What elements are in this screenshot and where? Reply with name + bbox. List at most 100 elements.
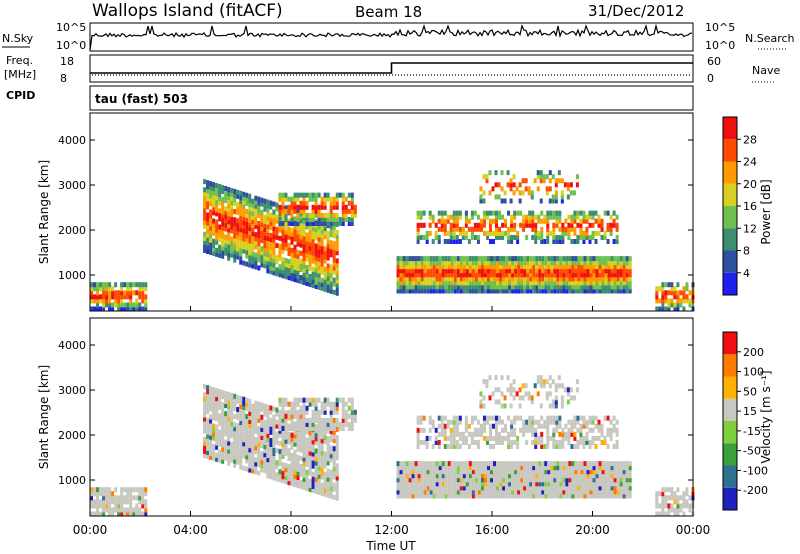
velocity-cell — [532, 461, 536, 467]
power-cell — [323, 204, 327, 210]
velocity-cell — [555, 427, 559, 433]
power-cell — [612, 239, 616, 244]
power-cell — [353, 208, 357, 214]
velocity-cell — [326, 421, 330, 427]
velocity-cell — [272, 471, 276, 477]
velocity-cell — [464, 427, 468, 433]
velocity-cell — [589, 465, 593, 471]
velocity-cell — [517, 489, 521, 495]
power-cell — [218, 216, 222, 222]
velocity-cell — [335, 426, 339, 432]
velocity-cell — [269, 421, 273, 427]
power-cell — [278, 208, 282, 214]
velocity-cell — [323, 463, 327, 469]
velocity-cell — [556, 465, 560, 471]
power-cell — [272, 270, 276, 276]
velocity-cell — [426, 489, 430, 495]
velocity-cell — [486, 473, 490, 479]
power-cell — [477, 276, 481, 282]
velocity-cell — [260, 418, 264, 424]
velocity-cell — [284, 442, 288, 448]
velocity-cell — [556, 461, 560, 467]
power-cell — [233, 188, 237, 194]
velocity-cell — [625, 493, 629, 499]
power-cell — [144, 298, 148, 304]
velocity-cell — [408, 469, 412, 475]
power-cell — [468, 256, 472, 262]
power-cell — [317, 204, 321, 210]
velocity-cell — [610, 489, 614, 495]
power-cell — [302, 212, 306, 218]
power-cell — [233, 257, 237, 263]
power-cell — [347, 200, 351, 206]
power-cell — [221, 225, 225, 231]
velocity-cell — [432, 485, 436, 491]
velocity-cell — [580, 465, 584, 471]
power-cell — [269, 249, 273, 255]
velocity-cell — [209, 426, 213, 432]
velocity-cell — [275, 423, 279, 429]
power-cell — [320, 229, 324, 235]
power-cell — [557, 178, 561, 184]
power-cell — [272, 201, 276, 207]
power-cell — [221, 245, 225, 251]
power-cell — [419, 234, 423, 240]
power-cell — [429, 264, 433, 270]
power-cell — [459, 288, 463, 294]
power-cell — [239, 243, 243, 249]
power-cell — [353, 212, 357, 218]
power-cell — [616, 268, 620, 274]
power-cell — [544, 280, 548, 286]
velocity-cell — [566, 399, 570, 405]
power-cell — [411, 284, 415, 290]
velocity-cell — [531, 419, 535, 425]
velocity-cell — [257, 434, 261, 440]
velocity-cell — [308, 442, 312, 448]
velocity-cell — [541, 473, 545, 479]
velocity-cell — [453, 481, 457, 487]
power-cell — [260, 234, 264, 240]
velocity-cell — [508, 481, 512, 487]
power-cell — [447, 268, 451, 274]
power-cell — [317, 192, 321, 198]
power-cell — [254, 244, 258, 250]
power-cell — [266, 223, 270, 229]
velocity-cell — [504, 427, 508, 433]
velocity-cell — [335, 405, 339, 411]
power-cell — [455, 222, 459, 228]
velocity-cell — [224, 451, 228, 457]
velocity-cell — [525, 427, 529, 433]
velocity-cell — [353, 417, 357, 423]
power-cell — [305, 281, 309, 287]
power-cell — [492, 218, 495, 224]
power-cell — [293, 208, 297, 214]
velocity-cell — [440, 427, 444, 433]
velocity-cell — [266, 408, 270, 414]
velocity-cell — [500, 391, 504, 397]
velocity-cell — [535, 485, 539, 491]
velocity-cell — [290, 401, 294, 407]
power-cell — [408, 280, 412, 286]
power-cell — [574, 264, 578, 270]
velocity-cell — [506, 375, 510, 381]
velocity-cell — [613, 489, 617, 495]
velocity-cell — [308, 470, 312, 476]
power-cell — [230, 204, 234, 210]
velocity-cell — [664, 487, 668, 493]
power-cell — [299, 262, 303, 268]
velocity-cell — [314, 460, 318, 466]
velocity-cell — [535, 461, 539, 467]
velocity-cell — [99, 491, 103, 497]
power-cell — [396, 288, 400, 294]
velocity-cell — [553, 493, 557, 499]
power-cell — [622, 288, 626, 294]
velocity-cell — [233, 446, 237, 452]
velocity-cell — [538, 461, 542, 467]
power-cell — [308, 249, 312, 255]
power-cell — [218, 252, 222, 258]
power-cell — [561, 222, 565, 228]
power-cell — [525, 214, 529, 220]
velocity-cell — [284, 446, 288, 452]
velocity-cell — [263, 407, 267, 413]
power-cell — [513, 234, 517, 240]
